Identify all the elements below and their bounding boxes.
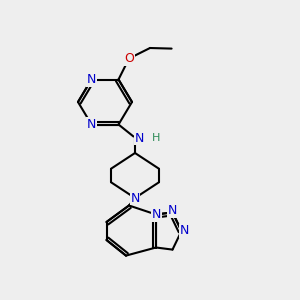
Text: N: N [87, 73, 96, 86]
Text: H: H [152, 133, 160, 143]
Text: N: N [87, 118, 96, 131]
Text: N: N [130, 191, 140, 205]
Text: N: N [152, 208, 161, 221]
Text: N: N [180, 224, 189, 238]
Text: O: O [124, 52, 134, 65]
Text: N: N [135, 131, 144, 145]
Text: N: N [168, 204, 177, 218]
